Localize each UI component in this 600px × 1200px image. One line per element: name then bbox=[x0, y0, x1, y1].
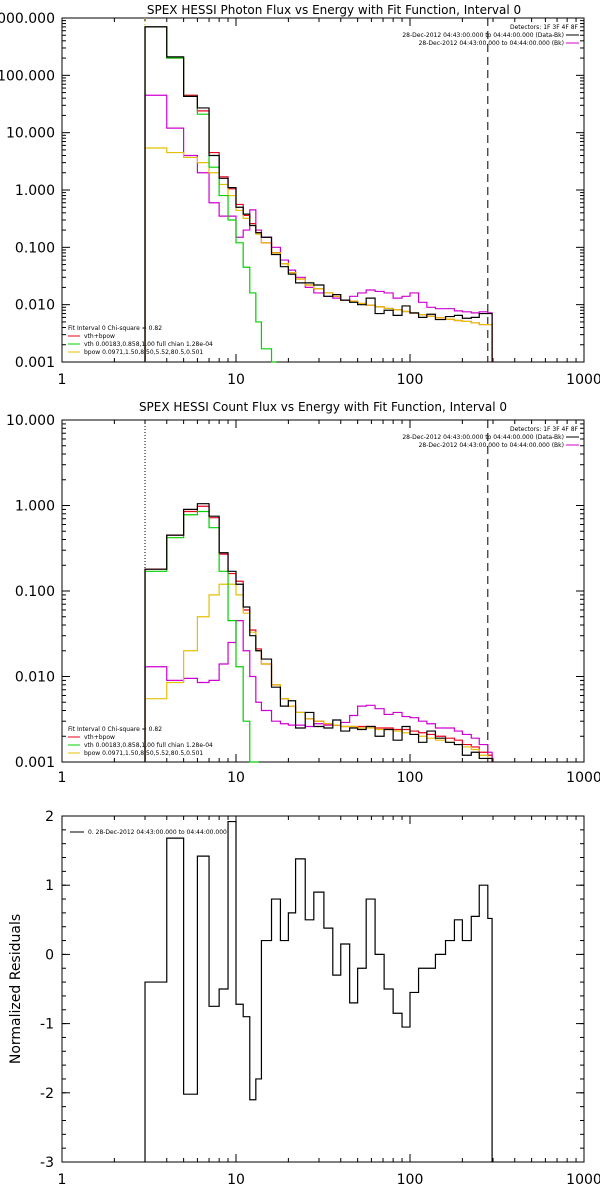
count-flux-series-data bbox=[144, 503, 493, 762]
photon-flux-x-tick-label: 1000 bbox=[566, 372, 600, 388]
count-flux-x-tick-label: 1 bbox=[58, 770, 67, 786]
residuals-x-tick-label: 1 bbox=[58, 1172, 67, 1188]
photon-flux-series-vth-bpow bbox=[144, 26, 493, 362]
residuals-legend-entry: 0. 28-Dec-2012 04:43:00.000 to 04:44:00.… bbox=[88, 829, 227, 836]
count-flux-x-tick-label: 10 bbox=[227, 770, 245, 786]
count-flux-legend-entry-bpow: bpow 0.0971,1.50,8.50,5.52,80.5,0.501 bbox=[84, 750, 203, 757]
photon-flux-series-data bbox=[144, 26, 493, 362]
count-flux-detectors-label: Detectors: 1F 3F 4F 8F bbox=[510, 426, 579, 433]
photon-flux-axes: 1 10 100 1000 0.001 0.010 0.100 1.000 10.000 100.… bbox=[0, 11, 600, 388]
photon-flux-header-row-bk: 28-Dec-2012 04:43:00.000 to 04:44:00.000… bbox=[419, 40, 564, 47]
residuals-panel: Normalized Residuals 0. 28-Dec-2012 04:4… bbox=[8, 815, 585, 1163]
count-flux-header-row-bk: 28-Dec-2012 04:43:00.000 to 04:44:00.000… bbox=[419, 442, 564, 449]
photon-flux-legend-entry-bpow: bpow 0.0971,1.50,8.50,5.52,80.5,0.501 bbox=[84, 349, 203, 356]
photon-flux-legend-entry-vth: vth 0.00183,0.858,1.00 full chian 1.28e-… bbox=[84, 341, 213, 348]
photon-flux-x-tick-label: 10 bbox=[227, 372, 245, 388]
photon-flux-y-tick-label: 1.000 bbox=[15, 183, 55, 199]
residuals-legend: 0. 28-Dec-2012 04:43:00.000 to 04:44:00.… bbox=[70, 829, 227, 836]
residuals-y-tick-label: -1 bbox=[40, 1017, 54, 1033]
count-flux-legend: Fit Interval 0 Chi-square = 0.82 vth+bpo… bbox=[68, 726, 213, 757]
count-flux-y-tick-label: 0.001 bbox=[15, 755, 55, 771]
photon-flux-panel: SPEX HESSI Photon Flux vs Energy with Fi… bbox=[61, 3, 585, 363]
photon-flux-y-tick-label: 0.100 bbox=[15, 240, 55, 256]
photon-flux-y-tick-label: 100.000 bbox=[0, 68, 55, 84]
residuals-y-tick-label: 0 bbox=[45, 947, 54, 963]
count-flux-plot-frame bbox=[61, 419, 585, 763]
photon-flux-series-background bbox=[144, 94, 493, 362]
photon-flux-detectors-label: Detectors: 1F 3F 4F 8F bbox=[510, 24, 579, 31]
photon-flux-y-tick-label: 0.010 bbox=[15, 298, 55, 314]
count-flux-header: Detectors: 1F 3F 4F 8F 28-Dec-2012 04:43… bbox=[402, 426, 579, 449]
count-flux-legend-entry-vth: vth 0.00183,0.858,1.00 full chian 1.28e-… bbox=[84, 742, 213, 749]
count-flux-axes: 1 10 100 1000 0.001 0.010 0.100 1.000 10.000 bbox=[6, 413, 600, 786]
count-flux-x-tick-label: 100 bbox=[397, 770, 424, 786]
photon-flux-legend-heading: Fit Interval 0 Chi-square = 0.82 bbox=[68, 325, 162, 332]
count-flux-panel: SPEX HESSI Count Flux vs Energy with Fit… bbox=[61, 400, 585, 763]
photon-flux-header: Detectors: 1F 3F 4F 8F 28-Dec-2012 04:43… bbox=[402, 24, 579, 47]
count-flux-legend-heading: Fit Interval 0 Chi-square = 0.82 bbox=[68, 726, 162, 733]
residuals-series-0 bbox=[144, 820, 493, 1162]
count-flux-title: SPEX HESSI Count Flux vs Energy with Fit… bbox=[139, 400, 507, 414]
count-flux-y-tick-label: 10.000 bbox=[6, 413, 55, 429]
count-flux-x-tick-label: 1000 bbox=[566, 770, 600, 786]
photon-flux-header-row-data: 28-Dec-2012 04:43:00.000 to 04:44:00.000… bbox=[402, 32, 564, 39]
residuals-y-tick-label: -2 bbox=[40, 1086, 54, 1102]
count-flux-y-tick-label: 0.010 bbox=[15, 670, 55, 686]
count-flux-header-row-data: 28-Dec-2012 04:43:00.000 to 04:44:00.000… bbox=[402, 434, 564, 441]
photon-flux-y-tick-label: 1000.000 bbox=[0, 11, 55, 27]
photon-flux-plot-frame bbox=[61, 17, 585, 363]
photon-flux-x-tick-label: 1 bbox=[58, 372, 67, 388]
count-flux-legend-entry-vth-bpow: vth+bpow bbox=[84, 734, 115, 741]
photon-flux-y-tick-label: 10.000 bbox=[6, 126, 55, 142]
photon-flux-legend-entry-vth-bpow: vth+bpow bbox=[84, 333, 115, 340]
photon-flux-x-tick-label: 100 bbox=[397, 372, 424, 388]
photon-flux-legend: Fit Interval 0 Chi-square = 0.82 vth+bpo… bbox=[68, 325, 213, 356]
residuals-x-tick-label: 1000 bbox=[566, 1172, 600, 1188]
photon-flux-series-bpow bbox=[144, 147, 493, 362]
count-flux-series-bpow bbox=[144, 583, 493, 762]
count-flux-y-tick-label: 1.000 bbox=[15, 499, 55, 515]
residuals-x-tick-label: 100 bbox=[397, 1172, 424, 1188]
residuals-axes: 1 10 100 1000 -3 -2 -1 0 1 2 bbox=[40, 809, 600, 1188]
residuals-x-tick-label: 10 bbox=[227, 1172, 245, 1188]
photon-flux-series-vth bbox=[144, 26, 277, 363]
residuals-plot-frame bbox=[61, 815, 585, 1163]
residuals-y-tick-label: 2 bbox=[45, 809, 54, 825]
photon-flux-y-tick-label: 0.001 bbox=[15, 355, 55, 371]
residuals-y-tick-label: 1 bbox=[45, 878, 54, 894]
residuals-y-tick-label: -3 bbox=[40, 1155, 54, 1171]
count-flux-y-tick-label: 0.100 bbox=[15, 584, 55, 600]
count-flux-series-vth bbox=[144, 510, 259, 763]
photon-flux-title: SPEX HESSI Photon Flux vs Energy with Fi… bbox=[147, 3, 521, 17]
residuals-y-axis-label: Normalized Residuals bbox=[8, 914, 24, 1064]
